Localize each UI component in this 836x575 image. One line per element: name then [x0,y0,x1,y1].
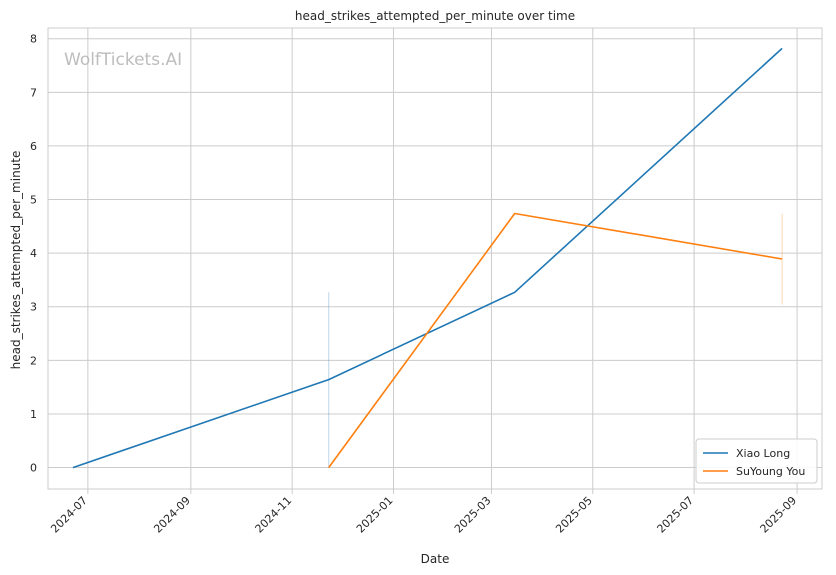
x-tick-label: 2025-07 [655,494,697,536]
y-tick-label: 0 [30,462,37,475]
x-tick-label: 2024-11 [253,494,295,536]
plot-background [48,28,822,489]
x-tick-label: 2025-03 [452,494,494,536]
x-tick-label: 2024-09 [151,494,193,536]
y-tick-label: 1 [30,408,37,421]
legend-label-suyoung-you: SuYoung You [736,465,805,478]
y-tick-label: 5 [30,194,37,207]
series-line-suyoung-you [328,212,783,469]
x-tick-labels: 2024-07 2024-09 2024-11 2025-01 2025-03 2025-… [48,489,799,536]
y-tick-label: 4 [30,247,37,260]
x-tick-label: 2024-07 [48,494,90,536]
x-axis-title: Date [421,552,450,566]
plot-frame [47,27,823,490]
y-tick-label: 3 [30,301,37,314]
y-tick-label: 6 [30,140,37,153]
y-tick-label: 8 [30,33,37,46]
y-tick-label: 7 [30,86,37,99]
chart-title: head_strikes_attempted_per_minute over t… [295,9,575,23]
series-line-xiao-long [72,47,783,469]
watermark: WolfTickets.AI [64,50,182,70]
series-lines [72,47,783,469]
y-tick-label: 2 [30,354,37,367]
grid-lines [48,28,822,489]
y-tick-labels: 0 1 2 3 4 5 6 7 8 [30,33,37,475]
x-tick-label: 2025-09 [758,494,800,536]
x-tick-label: 2025-05 [553,494,595,536]
legend-label-xiao-long: Xiao Long [736,447,790,460]
legend-box [695,438,818,484]
x-tick-label: 2025-01 [354,494,396,536]
y-axis-title: head_strikes_attempted_per_minute [9,151,23,370]
legend: Xiao Long SuYoung You [695,438,818,484]
